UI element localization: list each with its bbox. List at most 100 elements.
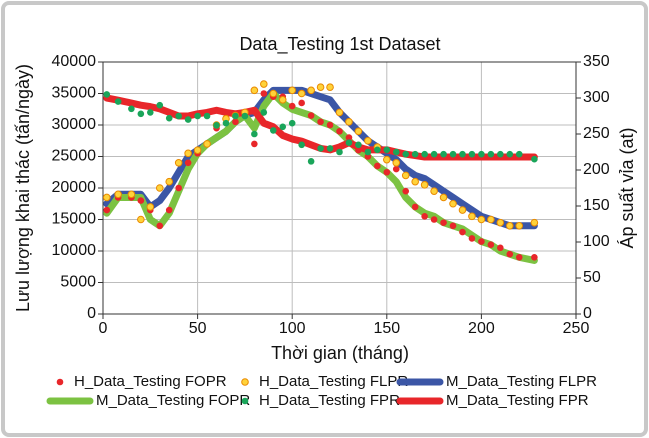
series-line [103, 86, 538, 230]
data-point [345, 134, 353, 141]
data-point [317, 118, 324, 126]
data-point [515, 253, 523, 261]
data-point [430, 216, 438, 223]
y2-tick-label: 150 [583, 197, 610, 214]
plot-border [102, 61, 577, 315]
data-point [175, 184, 182, 192]
data-point [193, 146, 202, 154]
data-point [430, 187, 438, 195]
legend-label: H_Data_Testing FPR [259, 392, 400, 409]
data-point [326, 121, 334, 129]
data-point [288, 102, 296, 110]
data-point [411, 150, 419, 158]
y-tick-label: 5000 [60, 274, 96, 291]
data-point [288, 119, 296, 127]
data-point [137, 110, 145, 118]
data-point [184, 149, 192, 158]
data-point [383, 168, 391, 176]
data-point [487, 215, 495, 224]
data-point [278, 96, 287, 104]
data-point [458, 206, 467, 214]
y-tick-label: 0 [87, 305, 96, 322]
data-point [251, 130, 258, 138]
legend-label: M_Data_Testing FLPR [446, 373, 597, 390]
data-point [250, 86, 259, 95]
data-point [213, 122, 220, 129]
data-point [402, 150, 410, 158]
legend-label: H_Data_Testing FLPR [259, 373, 408, 390]
y-tick-label: 35000 [52, 85, 97, 102]
data-point [383, 146, 391, 154]
data-point [241, 112, 249, 120]
data-point [203, 140, 211, 148]
data-point [175, 112, 182, 120]
data-point [326, 83, 334, 91]
data-point [184, 159, 192, 167]
x-tick-label: 50 [189, 320, 207, 337]
data-point [505, 222, 514, 230]
data-point [165, 177, 174, 186]
data-point [440, 219, 447, 226]
data-point [260, 90, 268, 97]
data-point [506, 250, 514, 258]
data-point [260, 80, 268, 88]
data-point [354, 127, 363, 136]
data-point [449, 150, 457, 158]
data-point [487, 241, 495, 248]
legend-swatch [241, 378, 249, 386]
data-point [477, 215, 486, 224]
data-point [335, 108, 344, 117]
legend-label: M_Data_Testing FOPR [96, 392, 250, 409]
data-point [449, 199, 457, 208]
data-point [260, 109, 268, 116]
data-point [355, 141, 362, 149]
data-point [364, 148, 372, 156]
data-point [165, 114, 173, 122]
data-point [345, 118, 353, 126]
y-tick-label: 20000 [52, 179, 97, 196]
data-point [392, 148, 400, 156]
data-point [155, 184, 164, 192]
x-tick-label: 200 [468, 320, 495, 337]
data-point [128, 105, 135, 113]
y-tick-label: 40000 [52, 53, 97, 70]
x-tick-label: 250 [563, 320, 590, 337]
y-tick-label: 15000 [52, 211, 97, 228]
data-point [440, 150, 447, 158]
data-point [374, 146, 381, 154]
data-point [421, 213, 428, 220]
x-tick-label: 0 [99, 320, 108, 337]
data-point [137, 197, 145, 204]
data-point [203, 112, 211, 120]
x-tick-label: 150 [373, 320, 400, 337]
data-point [307, 86, 315, 95]
data-point [147, 109, 154, 116]
data-point [515, 150, 523, 158]
legend-label: M_Data_Testing FPR [446, 392, 589, 409]
data-point [531, 155, 538, 163]
y2-tick-label: 0 [583, 305, 592, 322]
data-point [459, 228, 466, 236]
x-axis-label: Thời gian (tháng) [271, 343, 409, 363]
legend-swatch [56, 378, 64, 386]
y2-tick-label: 250 [583, 125, 610, 142]
data-point [497, 244, 504, 252]
data-point [184, 116, 192, 123]
y2-tick-label: 100 [583, 233, 610, 250]
data-point [487, 150, 495, 158]
data-point [402, 187, 410, 195]
data-point [269, 127, 277, 134]
data-point [326, 145, 334, 152]
y-axis-label: Lưu lượng khai thác (tấn/ngày) [13, 64, 33, 312]
data-point [102, 193, 111, 202]
data-point [515, 222, 524, 230]
y2-axis-label: Áp suất vỉa (at) [617, 127, 637, 248]
data-point [232, 112, 239, 120]
data-point [496, 218, 505, 227]
data-point [298, 141, 305, 149]
data-point [478, 238, 485, 245]
data-point [336, 128, 343, 135]
data-point [174, 159, 183, 167]
data-point [297, 89, 306, 98]
